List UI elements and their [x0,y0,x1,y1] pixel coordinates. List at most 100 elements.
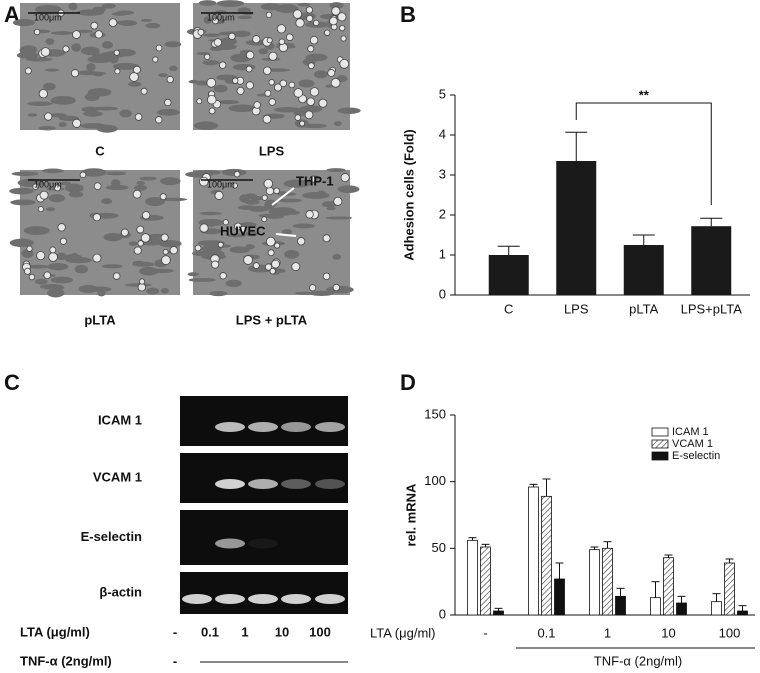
y-tick-label: 150 [424,406,446,421]
bar [493,610,504,616]
cell-texture [119,109,132,118]
lane-label: 100 [309,624,331,639]
round-cell [141,211,151,220]
round-cell [211,260,220,269]
cell-texture [10,199,36,206]
cell-texture [161,197,188,202]
round-cell [152,56,159,63]
round-cell [236,86,245,95]
cell-texture [258,48,269,55]
cell-texture [76,9,105,16]
legend-label: E-selectin [672,450,720,462]
scale-bar-label: 100μm [34,12,62,22]
round-cell [43,271,52,280]
cell-texture [45,38,55,45]
gel-strip [180,510,348,565]
round-cell [267,249,275,257]
cell-texture [50,31,74,35]
lane-label: 10 [275,624,289,639]
panel-label: B [400,2,416,27]
cell-texture [164,41,182,48]
round-cell [307,45,315,53]
cell-texture [187,272,200,277]
x-tick-label: LPS+pLTA [681,301,743,316]
cell-texture [156,108,180,116]
round-cell [222,219,229,226]
cell-texture [305,53,328,62]
round-cell [161,255,171,265]
round-cell [134,113,143,121]
round-cell [217,241,224,248]
cell-texture [96,124,118,133]
cell-texture [292,223,316,229]
cell-texture [74,265,89,274]
cell-texture [194,121,219,130]
scale-bar-label: 100μm [207,179,235,189]
bar [556,161,597,295]
cell-texture [63,254,83,262]
round-cell [199,223,209,233]
gel-axis-label: TNF-α (2ng/ml) [20,653,112,668]
round-cell [48,252,58,262]
round-cell [212,17,219,25]
cell-texture [159,177,181,186]
cell-texture [134,184,147,191]
cell-texture [302,192,330,199]
round-cell [309,284,317,292]
round-cell [331,6,341,16]
round-cell [332,283,341,292]
round-cell [265,186,275,196]
cell-texture [139,266,159,276]
round-cell [339,59,350,69]
round-cell [292,9,303,19]
bar [711,601,722,616]
lane-label: - [173,653,177,668]
x-tick-label: C [504,301,513,316]
round-cell [245,81,254,90]
round-cell [94,30,103,39]
cell-texture [25,264,50,269]
gel-strip [180,396,348,446]
round-cell [324,29,331,36]
y-tick-label: 50 [432,540,446,555]
cell-texture [50,276,74,284]
cell-texture [23,226,50,236]
legend-swatch [651,427,669,437]
round-cell [26,245,33,252]
round-cell [309,87,320,97]
legend-label: VCAM 1 [672,438,713,450]
bar [554,578,565,616]
round-cell [49,246,57,254]
cell-texture [193,170,221,176]
round-cell [295,18,305,28]
bar [615,595,626,616]
round-cell [208,107,216,115]
bar [676,602,687,616]
cell-texture [128,81,142,87]
x-tick-label: 10 [661,625,675,640]
cell-texture [103,232,123,242]
bar [602,547,613,616]
micrograph-label: LPS + pLTA [236,312,308,327]
gel-band [215,538,245,549]
round-cell [264,89,272,97]
cell-texture [106,171,127,176]
cell-texture [111,179,121,188]
round-cell [162,248,169,255]
cell-texture [202,59,220,66]
round-cell [155,116,163,124]
round-cell [340,35,347,42]
cell-texture [297,2,311,7]
micrograph-label: LPS [259,143,285,158]
round-cell [285,33,294,42]
bar [480,546,491,616]
cell-texture [48,194,66,203]
cell-texture [42,6,52,10]
group-label: TNF-α (2ng/ml) [594,653,682,668]
scale-bar-label: 100μm [207,12,235,22]
y-tick-label: 5 [439,86,446,101]
round-cell [57,223,66,232]
cell-texture [325,84,334,88]
cell-texture [337,185,360,194]
